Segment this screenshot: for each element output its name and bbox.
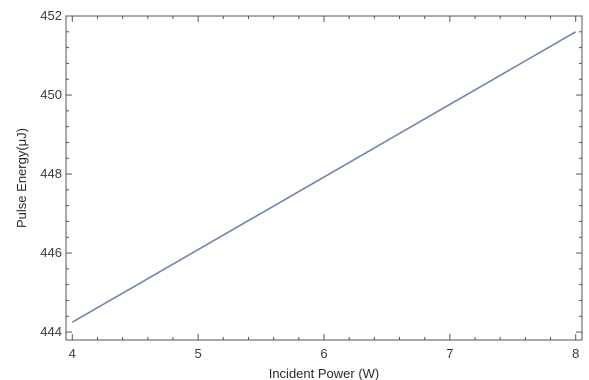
x-tick-label: 6 [320, 346, 327, 361]
y-axis-title: Pulse Energy(μJ) [14, 128, 29, 228]
y-tick-label: 446 [40, 245, 62, 260]
x-tick-label: 5 [195, 346, 202, 361]
y-tick-label: 450 [40, 87, 62, 102]
x-tick-label: 7 [446, 346, 453, 361]
plot-frame [65, 15, 583, 341]
series-layer [71, 31, 577, 323]
x-tick-label: 4 [69, 346, 76, 361]
x-tick-label: 8 [572, 346, 579, 361]
x-axis-title: Incident Power (W) [269, 366, 380, 380]
series-line [71, 31, 577, 323]
y-tick-label: 444 [40, 324, 62, 339]
y-axis-ticks: 444 446 448 450 452 [40, 8, 582, 339]
y-tick-label: 448 [40, 166, 62, 181]
x-axis-ticks: 4 5 6 7 8 [69, 16, 579, 361]
y-tick-label: 452 [40, 8, 62, 23]
